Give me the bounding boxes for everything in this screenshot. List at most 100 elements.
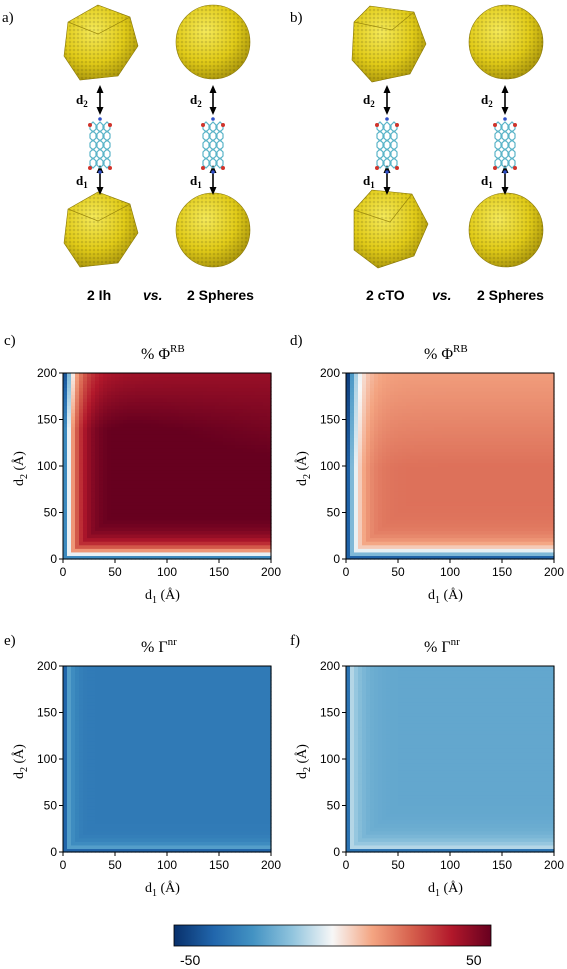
heatmap-cell (478, 487, 483, 492)
heatmap-cell (211, 541, 216, 546)
heatmap-cell (139, 483, 144, 489)
heatmap-cell (103, 551, 108, 557)
heatmap-cell (195, 548, 200, 553)
heatmap-cell (402, 551, 407, 557)
heatmap-cell (506, 373, 511, 378)
heatmap-cell (430, 551, 435, 557)
heatmap-cell (462, 512, 467, 517)
heatmap-cell (79, 473, 84, 478)
heatmap-cell (183, 519, 188, 524)
heatmap-cell (219, 544, 224, 549)
heatmap-cell (402, 405, 407, 410)
heatmap-cell (446, 444, 451, 449)
heatmap-cell (454, 433, 459, 438)
heatmap-cell (91, 412, 96, 417)
heatmap-cell (211, 419, 216, 424)
heatmap-cell (239, 373, 244, 378)
heatmap-cell (191, 544, 196, 549)
heatmap-cell (259, 512, 264, 517)
heatmap-cell (267, 430, 272, 435)
heatmap-cell (474, 541, 479, 546)
heatmap-cell (131, 483, 136, 489)
heatmap-cell (243, 383, 248, 388)
heatmap-cell (67, 512, 72, 517)
heatmap-cell (255, 376, 260, 381)
heatmap-cell (231, 405, 236, 410)
heatmap-cell (458, 505, 463, 510)
heatmap-cell (354, 473, 359, 478)
heatmap-cell (514, 491, 519, 496)
heatmap-cell (231, 383, 236, 388)
heatmap-cell (163, 448, 168, 453)
heatmap-cell (199, 544, 204, 549)
heatmap-cell (163, 405, 168, 410)
heatmap-cell (494, 555, 499, 560)
heatmap-cell (374, 519, 379, 524)
heatmap-cell (67, 501, 72, 506)
heatmap-cell (191, 466, 196, 471)
heatmap-cell (147, 516, 152, 521)
heatmap-cell (450, 426, 455, 431)
heatmap-cell (510, 526, 515, 531)
heatmap-cell (470, 373, 475, 378)
heatmap-cell (498, 373, 503, 378)
heatmap-cell (442, 541, 447, 546)
heatmap-cell (79, 519, 84, 524)
heatmap-cell (187, 398, 192, 403)
heatmap-cell (358, 544, 363, 549)
heatmap-cell (450, 455, 455, 460)
heatmap-cell (418, 483, 423, 489)
heatmap-cell (139, 444, 144, 449)
heatmap-cell (131, 487, 136, 492)
heatmap-cell (462, 494, 467, 499)
heatmap-cell (470, 512, 475, 517)
heatmap-cell (426, 394, 431, 399)
heatmap-cell (418, 501, 423, 506)
heatmap-cell (422, 476, 427, 481)
heatmap-cells (346, 373, 555, 560)
heatmap-cell (251, 444, 256, 449)
heatmap-cell (410, 469, 415, 474)
heatmap-cell (87, 494, 92, 499)
icosahedron-particle-bottom (63, 191, 139, 268)
heatmap-cell (83, 458, 88, 464)
heatmap-cell (235, 541, 240, 546)
heatmap-cell (219, 516, 224, 521)
heatmap-cell (486, 491, 491, 496)
heatmap-cell (87, 394, 92, 399)
heatmap-cell (151, 380, 156, 385)
heatmap-cell (402, 491, 407, 496)
heatmap-cell (458, 433, 463, 438)
heatmap-cell (75, 373, 80, 378)
heatmap-cell (171, 505, 176, 510)
heatmap-cell (219, 555, 224, 560)
heatmap-cell (83, 437, 88, 442)
heatmap-cell (494, 473, 499, 478)
heatmap-cell (402, 430, 407, 435)
heatmap-cell (434, 498, 439, 503)
heatmap-cell (422, 483, 427, 489)
heatmap-cell (394, 390, 399, 396)
heatmap-cell (450, 440, 455, 446)
heatmap-cell (494, 462, 499, 467)
heatmap-cell (370, 423, 375, 428)
heatmap-cell (370, 455, 375, 460)
heatmap-cell (199, 440, 204, 446)
heatmap-cell (187, 508, 192, 514)
heatmap-cell (131, 551, 136, 557)
heatmap-cell (115, 373, 120, 378)
heatmap-cell (63, 551, 68, 557)
heatmap-cell (474, 376, 479, 381)
heatmap-cell (195, 480, 200, 485)
heatmap-cell (398, 376, 403, 381)
heatmap-cell (71, 473, 76, 478)
heatmap-cell (474, 415, 479, 421)
heatmap-cell (103, 541, 108, 546)
heatmap-cell (490, 551, 495, 557)
heatmap-cell (219, 401, 224, 406)
heatmap-cell (83, 380, 88, 385)
heatmap-cell (195, 537, 200, 542)
heatmap-cell (227, 551, 232, 557)
heatmap-cell (167, 487, 172, 492)
heatmap-cell (187, 433, 192, 438)
